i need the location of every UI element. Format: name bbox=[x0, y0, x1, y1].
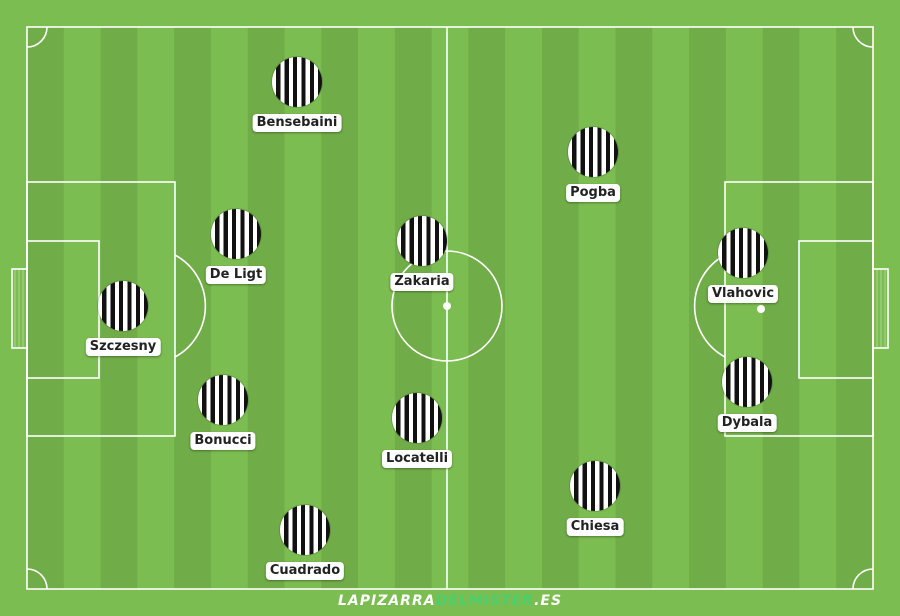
brand-part-3: .ES bbox=[534, 593, 563, 609]
grass-stripe bbox=[836, 27, 873, 589]
corner-arc-bottom-right bbox=[852, 568, 874, 590]
grass-stripe bbox=[468, 27, 506, 589]
pitch-spots bbox=[127, 302, 765, 313]
player-name: Locatelli bbox=[381, 450, 453, 468]
grass-stripe bbox=[27, 27, 64, 589]
brand-part-2: DELMISTER bbox=[435, 593, 535, 609]
brand-part-1: LAPIZARRA bbox=[337, 593, 436, 609]
jersey-icon bbox=[392, 393, 442, 443]
center-spot bbox=[443, 302, 451, 310]
jersey-icon bbox=[198, 375, 248, 425]
player-name: Dybala bbox=[717, 414, 777, 432]
player-name: Cuadrado bbox=[265, 562, 345, 580]
corner-arc-top-left bbox=[26, 26, 48, 48]
player-name: Szczesny bbox=[85, 338, 161, 356]
player-name: Zakaria bbox=[390, 273, 454, 291]
jersey-icon bbox=[722, 357, 772, 407]
player-name: De Ligt bbox=[205, 266, 267, 284]
corner-arc-top-right bbox=[852, 26, 874, 48]
player-name: Bonucci bbox=[190, 432, 256, 450]
center-circle bbox=[391, 250, 503, 362]
right-penalty-spot bbox=[757, 305, 765, 313]
grass-stripe bbox=[394, 27, 432, 589]
player-name: Vlahovic bbox=[707, 285, 779, 303]
corner-arc-bottom-left bbox=[26, 568, 48, 590]
grass-stripe bbox=[247, 27, 285, 589]
jersey-icon bbox=[718, 228, 768, 278]
jersey-icon bbox=[280, 505, 330, 555]
goal-nets bbox=[14, 269, 886, 348]
site-watermark: LAPIZARRADELMISTER.ES bbox=[0, 593, 900, 609]
grass-stripe bbox=[541, 27, 579, 589]
left-goal bbox=[11, 268, 28, 349]
jersey-icon bbox=[211, 209, 261, 259]
jersey-icon bbox=[568, 127, 618, 177]
player-name: Bensebaini bbox=[252, 114, 342, 132]
grass-stripe bbox=[321, 27, 359, 589]
right-penalty-arc bbox=[693, 254, 726, 358]
left-penalty-arc bbox=[174, 254, 207, 358]
grass-stripe bbox=[762, 27, 800, 589]
player-name: Pogba bbox=[566, 184, 620, 202]
jersey-icon bbox=[570, 461, 620, 511]
player-name: Chiesa bbox=[566, 518, 624, 536]
grass-stripe bbox=[615, 27, 653, 589]
jersey-icon bbox=[98, 281, 148, 331]
jersey-icon bbox=[397, 216, 447, 266]
right-goal bbox=[872, 268, 889, 349]
jersey-icon bbox=[272, 57, 322, 107]
